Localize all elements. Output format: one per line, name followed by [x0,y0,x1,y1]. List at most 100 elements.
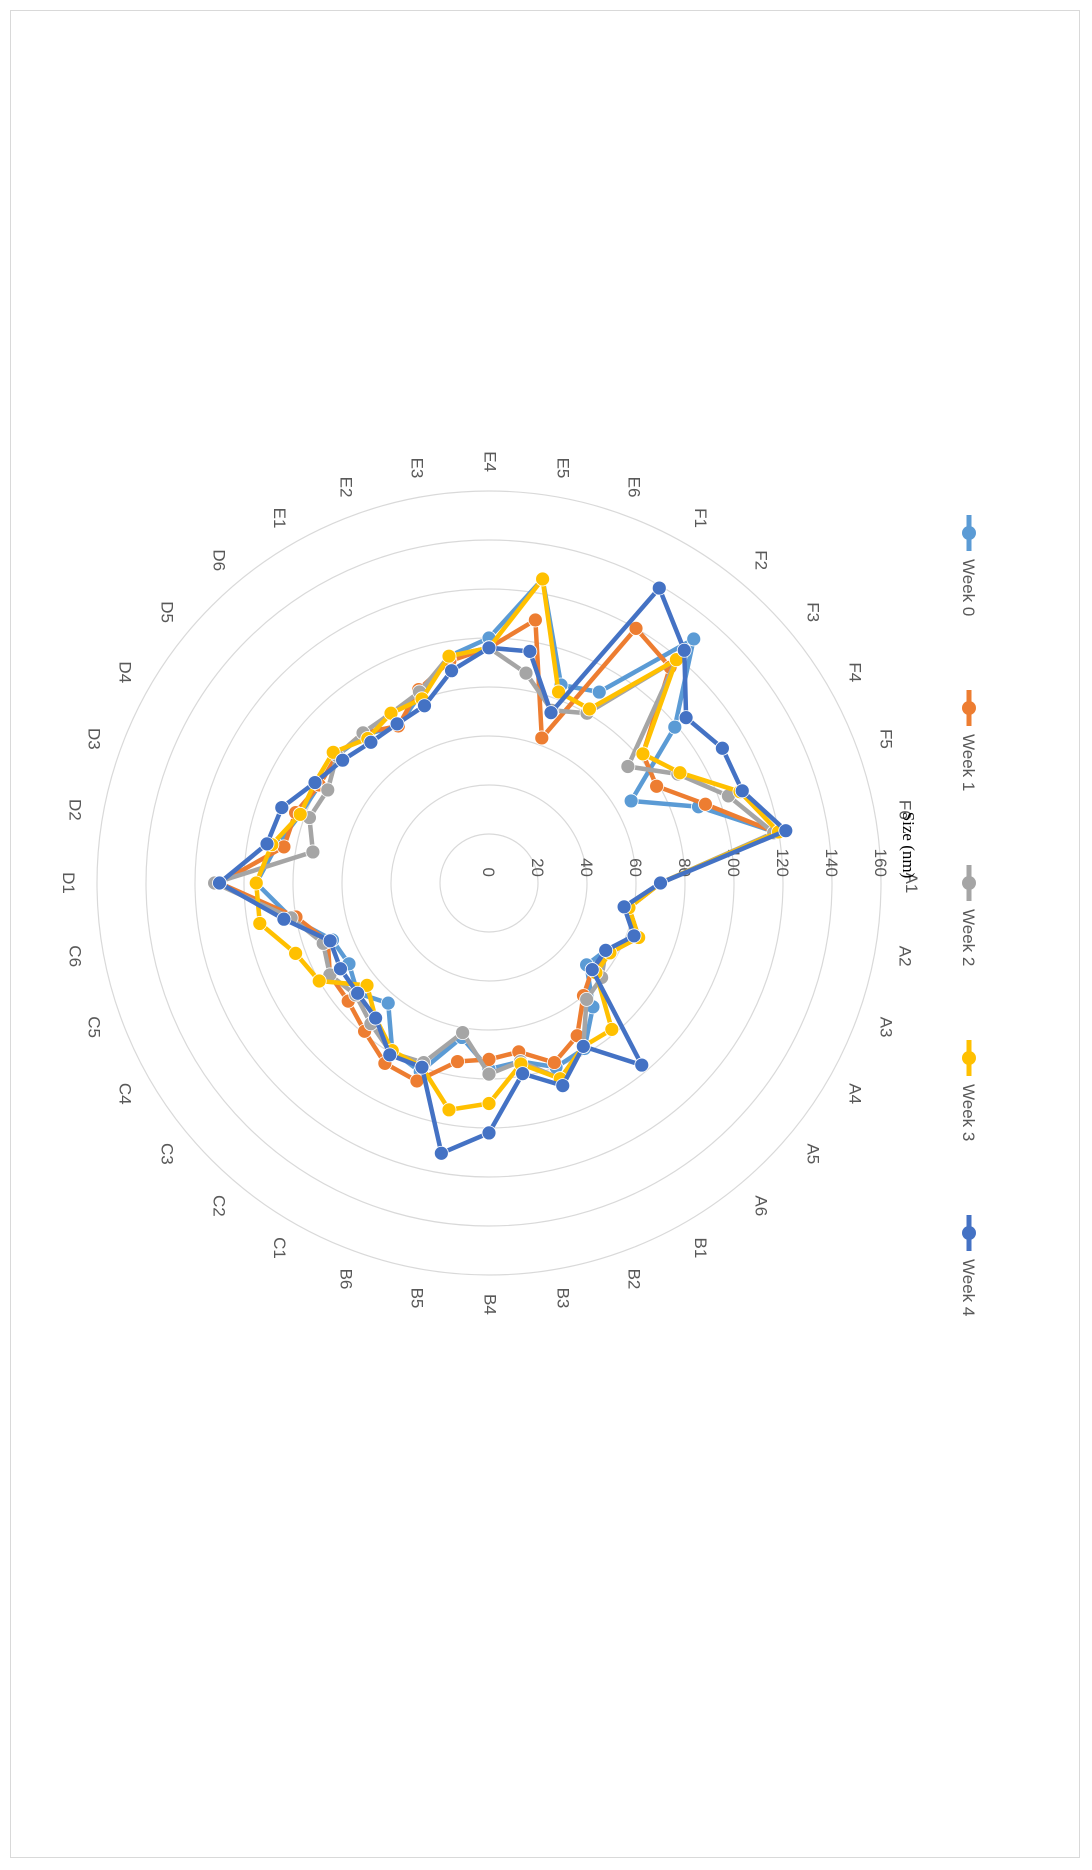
grid-ring-160 [96,490,882,1276]
tick-label-140: 140 [822,849,841,877]
category-label-C5: C5 [85,1016,104,1038]
category-label-F5: F5 [877,729,896,749]
point-week-0-F3 [667,719,683,735]
point-week-1-F5 [698,796,713,812]
legend-swatch-marker [962,1051,976,1065]
point-week-4-D1 [212,875,227,891]
category-label-F3: F3 [803,602,822,622]
legend-item-week-0: Week 0 [959,515,978,616]
axis-title: Size (nm) [899,812,918,879]
point-week-3-E6 [551,684,566,700]
series-line-week-0 [253,576,779,1075]
point-week-4-D6 [363,734,379,750]
tick-label-0: 0 [479,868,498,877]
point-week-4-F5 [734,783,750,799]
point-week-4-C6 [276,911,292,927]
point-week-3-F4 [672,765,688,781]
category-label-F4: F4 [845,662,864,682]
point-week-3-F1 [582,701,597,717]
point-week-0-C2 [380,995,396,1011]
category-label-E3: E3 [407,458,426,479]
category-label-C3: C3 [158,1143,177,1165]
category-label-D4: D4 [116,661,135,683]
point-week-4-F2 [676,642,692,658]
category-label-E4: E4 [481,451,500,472]
legend-label-week-2: Week 2 [959,909,978,966]
legend-label-week-1: Week 1 [959,734,978,791]
point-week-4-A5 [584,962,600,978]
chart-frame: A1 A2 A3 A4 A5 A6 B1 B2 B3 B4 B5 B6 C1 C2 C3 C4 C5 C6 D1 D2… [10,10,1080,1858]
point-week-1-B5 [450,1054,465,1069]
category-label-D2: D2 [66,799,85,821]
point-week-4-F3 [678,710,694,726]
legend: Week 0 Week 1 Week 2 Week 3 Week 4 [959,515,978,1316]
point-week-4-B4 [481,1125,497,1141]
point-week-4-E6 [543,705,559,721]
point-week-4-B2 [555,1078,571,1093]
category-label-F1: F1 [691,508,710,528]
point-week-4-D5 [335,752,351,768]
legend-label-week-0: Week 0 [959,559,978,616]
legend-swatch-marker [962,876,976,890]
point-week-4-C1 [382,1047,398,1063]
grid-ring-60 [341,735,637,1031]
point-week-3-A6 [604,1021,620,1037]
point-week-4-F4 [714,740,730,756]
point-week-4-D3 [274,800,290,815]
category-label-D5: D5 [158,601,177,623]
point-week-3-E3 [441,648,457,664]
point-week-4-E4 [481,640,497,656]
legend-swatch-marker [962,701,976,715]
point-week-4-F1 [651,580,667,596]
grid-ring-40 [390,784,588,982]
point-week-4-A3 [626,928,642,944]
point-week-4-A6 [634,1057,650,1073]
point-week-2-B5 [455,1025,471,1040]
point-week-3-F3 [635,746,651,762]
category-label-A5: A5 [803,1143,822,1164]
point-week-4-E2 [417,698,432,714]
point-week-2-B4 [481,1066,497,1082]
point-week-4-D4 [307,775,323,790]
legend-swatch-marker [962,1226,976,1240]
category-label-B5: B5 [407,1288,426,1309]
category-labels: A1 A2 A3 A4 A5 A6 B1 B2 B3 B4 B5 B6 C1 C2 C3 C4 C5 C6 D1 D2… [59,451,921,1315]
point-week-1-B2 [546,1055,562,1070]
series-line-week-3 [253,576,781,1113]
point-week-2-D4 [320,782,336,798]
point-week-4-E3 [444,663,459,679]
point-week-3-E5 [535,571,551,587]
tick-label-60: 60 [626,858,645,877]
point-week-4-A4 [598,942,614,958]
point-week-4-A2 [616,899,632,915]
point-week-4-C4 [333,961,348,977]
category-label-E1: E1 [270,508,289,529]
grid-ring-20 [439,833,539,933]
point-week-3-D3 [292,806,308,822]
legend-item-week-4: Week 4 [959,1215,978,1316]
point-week-0-F4 [623,793,639,809]
grid-ring-120 [194,588,784,1178]
legend-swatch-marker [962,526,976,540]
point-week-4-C5 [322,933,338,949]
category-label-B4: B4 [481,1294,500,1315]
point-week-4-C3 [350,985,366,1001]
point-week-0-F2 [686,631,702,647]
category-label-E6: E6 [625,477,644,498]
tick-label-20: 20 [528,858,547,877]
point-week-2-D2 [305,844,321,860]
point-week-3-B5 [441,1102,457,1118]
point-week-4-B3 [515,1066,531,1082]
category-label-E2: E2 [336,477,355,498]
series-line-week-1 [217,617,779,1084]
category-label-F6: F6 [896,800,915,820]
category-label-A2: A2 [896,946,915,967]
point-week-2-E5 [518,665,534,681]
point-week-3-B4 [481,1096,497,1111]
category-label-E5: E5 [554,458,573,479]
category-label-B2: B2 [625,1269,644,1290]
legend-label-week-4: Week 4 [959,1259,978,1316]
point-week-4-B1 [575,1038,591,1054]
tick-label-40: 40 [577,858,596,877]
series-week-1 [212,612,784,1089]
